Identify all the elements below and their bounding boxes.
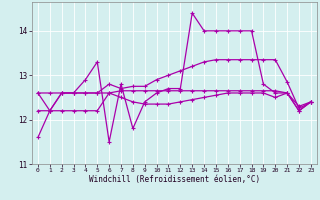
X-axis label: Windchill (Refroidissement éolien,°C): Windchill (Refroidissement éolien,°C) [89, 175, 260, 184]
